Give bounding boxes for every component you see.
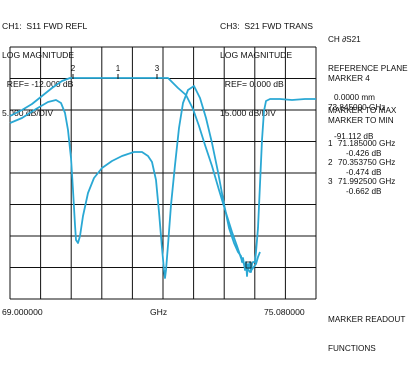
marker-readout-frequency: 71.992500 GHz: [338, 177, 396, 186]
marker-readout-number: 2: [328, 158, 333, 167]
softkey-menu: CH ∂S21 REFERENCE PLANE 0.0000 mm MARKER…: [328, 0, 410, 353]
marker-readout-frequency: 70.353750 GHz: [338, 158, 396, 167]
s21-trace: [9, 77, 261, 273]
ch3-format: LOG MAGNITUDE: [220, 49, 293, 60]
ch1-format: LOG MAGNITUDE: [2, 49, 75, 60]
marker-1-label[interactable]: 1: [116, 64, 121, 73]
x-axis-start-frequency: 69.000000: [2, 307, 43, 317]
functions-label: FUNCTIONS: [328, 343, 376, 353]
marker-readout-number: 3: [328, 177, 333, 186]
active-marker-title: MARKER 4: [328, 74, 370, 84]
ch1-title: CH1: S11 FWD REFL: [2, 21, 88, 32]
ch1-scale: 5.000 dB/DIV: [2, 107, 54, 118]
s11-trace: [9, 85, 316, 279]
marker-to-max-softkey[interactable]: MARKER TO MAX: [328, 106, 397, 115]
channel-label: CH ∂S21: [328, 35, 361, 45]
reference-plane-block[interactable]: CH ∂S21 REFERENCE PLANE 0.0000 mm: [328, 16, 408, 122]
marker-3-label[interactable]: 3: [155, 64, 160, 73]
marker-readout-functions-softkey[interactable]: MARKER READOUT FUNCTIONS: [328, 296, 405, 373]
x-axis-unit: GHz: [150, 307, 168, 317]
ch1-reference: REF= -12.000 dB: [2, 78, 74, 89]
active-marker-frequency: 73.845000 GHz: [328, 102, 386, 112]
plot-grid: [9, 46, 317, 300]
channel-3-header: CH3: S21 FWD TRANS LOG MAGNITUDE REF= 0.…: [220, 3, 313, 128]
marker-readout-number: 1: [328, 139, 333, 148]
marker-group[interactable]: 1 2 3: [71, 64, 252, 269]
x-axis-stop-frequency: 75.080000: [264, 307, 305, 317]
reference-plane-value: 0.0000 mm: [334, 92, 375, 102]
marker-4-glyph[interactable]: [245, 261, 252, 269]
active-marker-block: MARKER 4 73.845000 GHz -91.112 dB: [328, 55, 385, 161]
marker-readout-amplitude: -0.426 dB: [346, 148, 382, 158]
marker-2-label[interactable]: 2: [71, 64, 76, 73]
ch3-reference: REF= 0.000 dB: [220, 78, 284, 89]
channel-1-header: CH1: S11 FWD REFL LOG MAGNITUDE REF= -12…: [2, 3, 87, 128]
marker-readout-amplitude: -0.474 dB: [346, 167, 382, 177]
analyzer-plot[interactable]: 1 2 3: [0, 0, 330, 320]
ch3-title: CH3: S21 FWD TRANS: [220, 21, 313, 32]
ch3-scale: 15.000 dB/DIV: [220, 107, 276, 118]
marker-readout-amplitude: -0.662 dB: [346, 186, 382, 196]
active-marker-amplitude: -91.112 dB: [334, 131, 374, 141]
reference-plane-label: REFERENCE PLANE: [328, 63, 408, 73]
marker-to-min-softkey[interactable]: MARKER TO MIN: [328, 116, 394, 125]
marker-readout-frequency: 71.185000 GHz: [338, 139, 396, 148]
